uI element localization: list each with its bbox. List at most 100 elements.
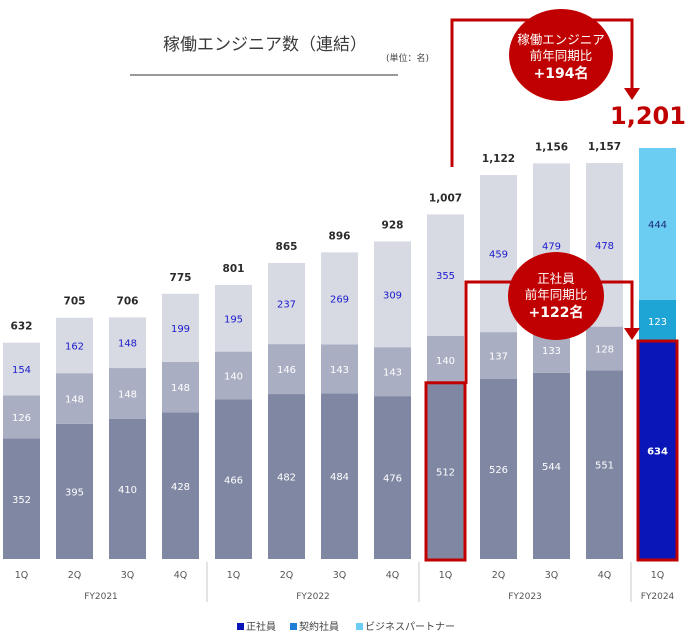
label-employee: 476 [383,474,402,485]
label-total: 1,122 [482,153,515,165]
label-partner: 459 [489,250,508,261]
label-contract: 148 [118,389,137,400]
highlight-box-fy2023-employee [424,381,467,562]
labels-group: 352 126 154 632 395 148 162 705 410 148 148 706 428 1… [11,141,668,506]
x-tick-label: 3Q [545,570,559,581]
label-partner: 444 [648,220,667,231]
label-partner: 479 [542,241,561,252]
fiscal-year-label: FY2024 [641,592,675,602]
label-employee: 484 [330,472,349,483]
label-partner: 355 [436,271,455,282]
label-contract: 148 [171,383,190,394]
fiscal-year-label: FY2022 [296,592,330,602]
yoy-employee-callout-line2: 前年同期比 [525,287,588,302]
bar-employee [321,393,358,559]
fiscal-year-label: FY2023 [508,592,542,602]
x-tick-label: 1Q [439,570,453,581]
label-employee: 428 [171,482,190,493]
yoy-total-callout [509,9,613,101]
bar-contract [639,299,676,343]
label-total: 801 [223,263,245,275]
x-tick-label: 3Q [333,570,347,581]
label-contract: 140 [436,356,455,367]
x-tick-label: 2Q [492,570,506,581]
label-total: 1,007 [429,192,462,204]
legend-swatch-contract [290,623,297,630]
x-tick-label: 1Q [227,570,241,581]
highlight-total: 1,201 [610,102,686,130]
bar-contract [321,344,358,394]
label-employee: 466 [224,475,243,486]
bar-contract [162,361,199,413]
yoy-total-callout-line2: 前年同期比 [530,48,593,63]
label-partner: 162 [65,341,84,352]
label-total: 1,156 [535,141,568,153]
label-total: 632 [11,321,33,333]
label-total: 705 [64,296,86,308]
chart-title: 稼働エンジニア数（連結） [163,35,367,55]
legend-swatch-partner [356,623,363,630]
label-partner: 148 [118,339,137,350]
bar-contract [480,332,517,379]
label-contract: 148 [65,395,84,406]
fiscal-year-label: FY2021 [84,592,118,602]
label-contract: 140 [224,372,243,383]
x-tick-label: 3Q [121,570,135,581]
yoy-employee-callout [508,252,604,340]
yoy-employee-callout-line1: 正社員 [537,271,575,286]
label-employee: 482 [277,473,296,484]
label-partner: 195 [224,314,243,325]
legend-label-employee: 正社員 [246,620,276,633]
x-tick-label: 2Q [280,570,294,581]
label-total: 896 [329,230,351,242]
bar-employee [427,383,464,559]
label-contract: 137 [489,352,508,363]
bar-employee [374,396,411,559]
yoy-total-callout-line3: +194名 [534,65,589,82]
bar-employee [3,438,40,559]
legend-label-partner: ビジネスパートナー [365,621,455,633]
label-employee: 395 [65,487,84,498]
bar-employee [268,394,305,559]
label-partner: 199 [171,324,190,335]
x-tick-label: 4Q [598,570,612,581]
bar-employee [215,399,252,559]
x-tick-label: 1Q [651,570,665,581]
label-partner: 269 [330,294,349,305]
bar-contract [3,395,40,439]
x-tick-label: 2Q [68,570,82,581]
legend-swatch-employee [237,623,244,630]
label-total: 928 [382,219,404,231]
bar-partner [162,293,199,362]
label-contract: 126 [12,413,31,424]
bar-contract [586,326,623,371]
label-employee: 634 [647,447,668,458]
bar-contract [56,373,93,424]
x-tick-label: 4Q [386,570,400,581]
label-partner: 154 [12,365,31,376]
bars-group [3,148,679,562]
bar-partner [3,342,40,396]
label-contract: 146 [277,365,296,376]
label-employee: 544 [542,462,561,473]
bar-partner [215,284,252,352]
bar-employee [480,378,517,559]
bar-employee [109,418,146,559]
label-employee: 352 [12,495,31,506]
label-employee: 512 [436,467,455,478]
bar-employee [56,423,93,559]
bar-employee [586,370,623,559]
unit-label: (単位：名) [386,52,429,64]
label-total: 775 [170,272,192,284]
yoy-employee-arrowhead [624,328,640,340]
bar-partner [321,252,358,345]
label-employee: 410 [118,485,137,496]
bar-contract [215,351,252,400]
label-total: 1,157 [588,141,621,153]
label-partner: 309 [383,290,402,301]
label-partner: 237 [277,300,296,311]
bar-employee [162,412,199,559]
label-total: 706 [117,295,139,307]
bar-employee [533,372,570,559]
label-employee: 551 [595,461,614,472]
